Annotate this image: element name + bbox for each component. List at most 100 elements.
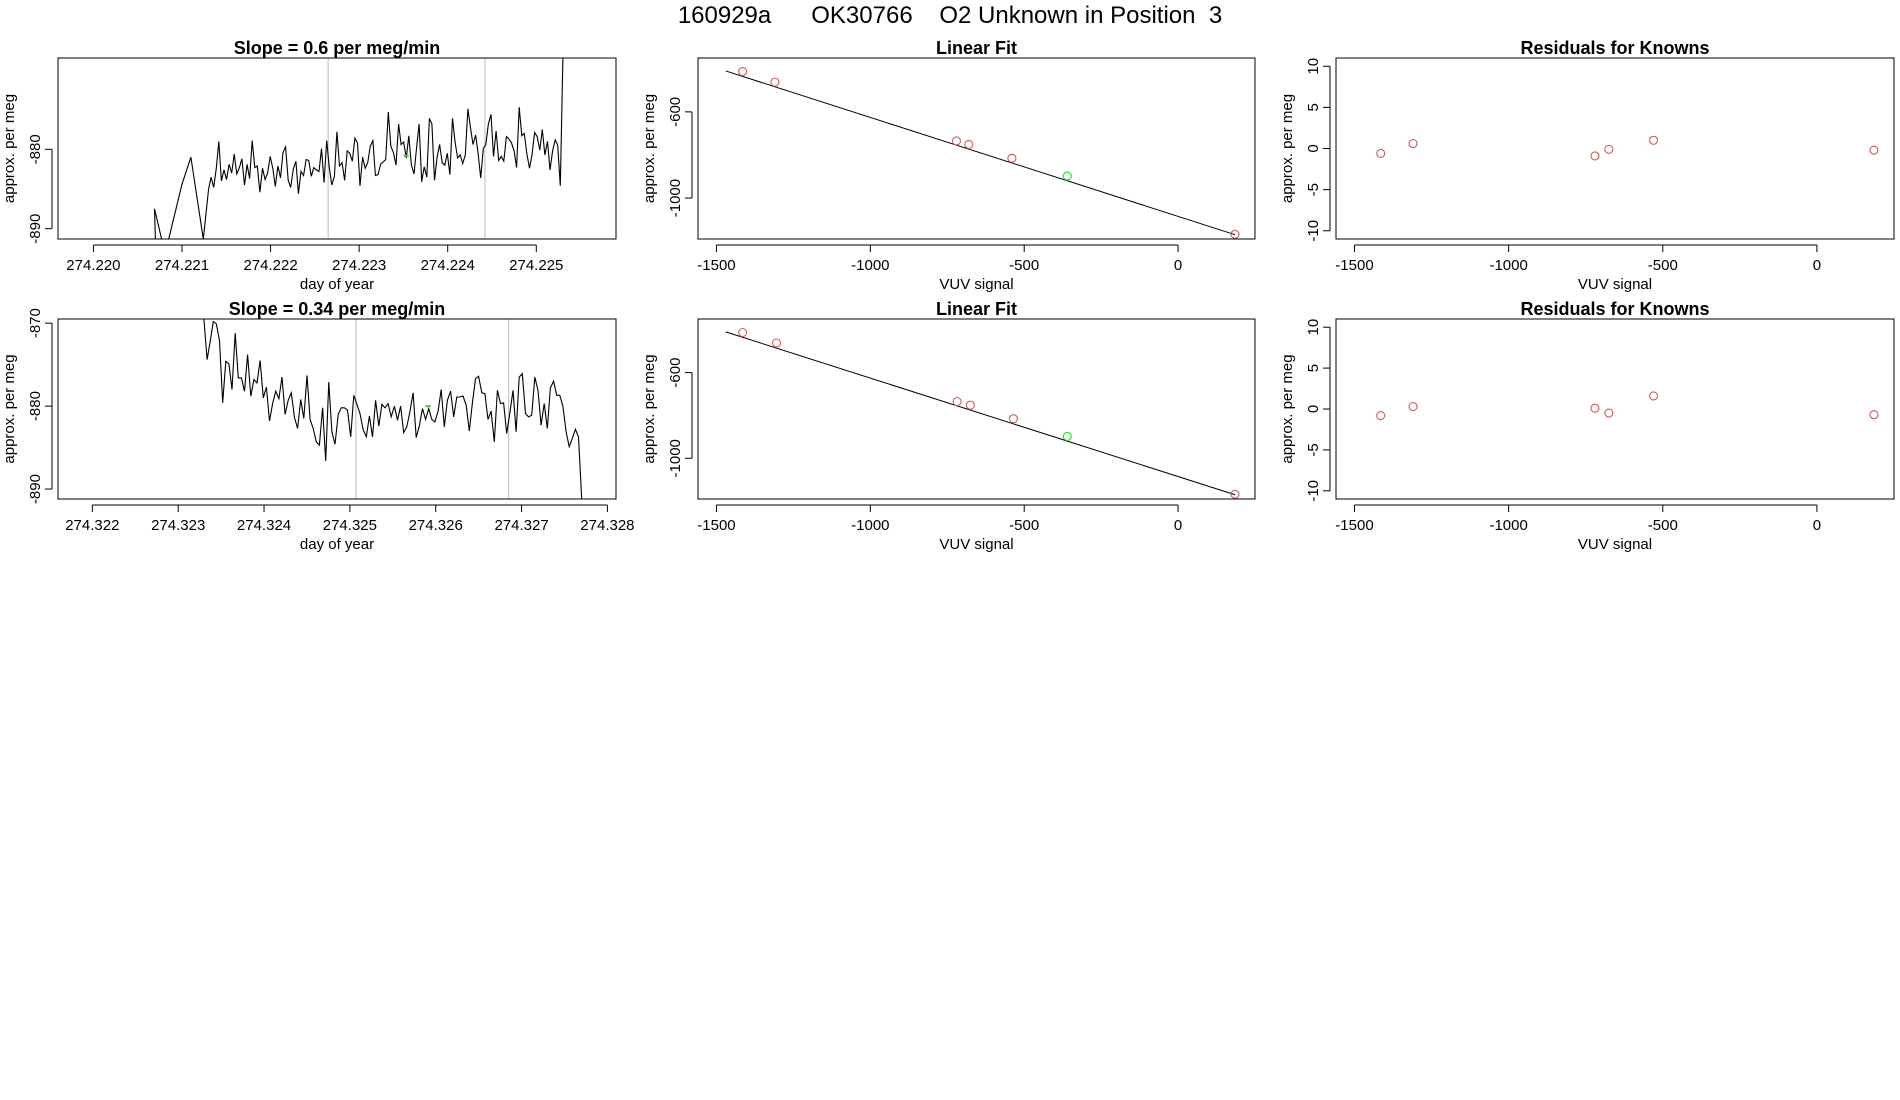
plot-area (1376, 135, 1879, 161)
x-tick-label: -500 (1009, 517, 1039, 534)
fit-line (725, 70, 1236, 236)
x-tick-label: 274.220 (66, 257, 120, 274)
y-tick-label: -880 (27, 391, 44, 421)
x-tick-label: -500 (1648, 517, 1678, 534)
x-tick-label: -1000 (851, 257, 889, 274)
x-tick-label: 0 (1174, 517, 1182, 534)
x-axis-label: VUV signal (939, 536, 1013, 553)
y-tick-label: -1000 (667, 179, 684, 217)
known-point (965, 400, 975, 410)
panel-title: Linear Fit (936, 38, 1017, 58)
y-tick-label: -880 (27, 134, 44, 164)
x-tick-label: 0 (1174, 257, 1182, 274)
known-point (1648, 135, 1659, 145)
panel-4: Slope = 0.34 per meg/min 274.322 274.323 27… (1, 299, 635, 553)
y-axis-label: approx. per meg (1, 354, 18, 463)
y-axis-label: approx. per meg (641, 94, 658, 203)
y-tick-label: -600 (667, 358, 684, 388)
y-tick-label: -5 (1305, 443, 1322, 456)
signal-trace (189, 319, 583, 499)
x-tick-label: 274.222 (243, 257, 297, 274)
x-tick-label: -1000 (851, 517, 889, 534)
x-tick-label: 274.327 (494, 517, 548, 534)
panel-2: Linear Fit -1500 -1000 -500 0 VUV signal -1000… (641, 38, 1256, 293)
plot-frame (1335, 318, 1895, 500)
known-point (1648, 391, 1659, 401)
x-tick-label: 274.221 (155, 257, 209, 274)
y-axis-label: approx. per meg (641, 354, 658, 463)
y-tick-label: -10 (1305, 220, 1322, 242)
panel-3: Residuals for Knowns -1500 -1000 -500 0 VUV s… (1279, 38, 1895, 293)
x-tick-label: -500 (1009, 257, 1039, 274)
panel-title: Linear Fit (936, 299, 1017, 319)
x-tick-label: -1500 (1335, 517, 1373, 534)
panel-title: Residuals for Knowns (1520, 299, 1709, 319)
x-axis-label: VUV signal (939, 276, 1013, 293)
known-point (964, 139, 974, 149)
y-axis-label: approx. per meg (1, 94, 18, 203)
panel-title: Slope = 0.6 per meg/min (234, 38, 441, 58)
unknown-point (1062, 171, 1072, 181)
x-tick-label: -500 (1648, 257, 1678, 274)
plot-frame (697, 318, 1256, 500)
y-tick-label: -890 (27, 214, 44, 244)
y-tick-label: -5 (1305, 183, 1322, 196)
x-tick-label: 274.225 (509, 257, 563, 274)
x-axis-label: day of year (300, 536, 374, 553)
y-tick-label: 10 (1305, 319, 1322, 336)
panel-6: Residuals for Knowns -1500 -1000 -500 0 VUV s… (1279, 299, 1895, 553)
y-tick-label: -10 (1305, 480, 1322, 502)
x-tick-label: -1000 (1489, 257, 1527, 274)
x-tick-label: 274.322 (65, 517, 119, 534)
plot-area (725, 327, 1240, 499)
y-tick-label: -1000 (667, 439, 684, 477)
figure-title: 160929a OK30766 O2 Unknown in Position 3 (677, 2, 1223, 29)
known-point (1604, 144, 1614, 154)
known-point (1590, 151, 1600, 161)
y-tick-label: -890 (27, 474, 44, 504)
x-tick-label: -1000 (1489, 517, 1527, 534)
known-point (1007, 153, 1017, 163)
known-point (1408, 139, 1418, 149)
unknown-point (1062, 431, 1072, 441)
plot-frame (57, 318, 617, 500)
known-point (952, 396, 962, 407)
y-axis-label: approx. per meg (1279, 354, 1296, 463)
known-point (738, 327, 748, 338)
x-tick-label: -1500 (1335, 257, 1373, 274)
x-tick-label: 274.325 (323, 517, 377, 534)
x-tick-label: 274.326 (409, 517, 463, 534)
known-point (1376, 410, 1386, 421)
known-point (770, 77, 780, 87)
x-tick-label: 274.323 (151, 517, 205, 534)
fit-line (725, 331, 1236, 496)
y-tick-label: 0 (1305, 405, 1322, 413)
known-point (951, 136, 962, 146)
x-tick-label: 274.224 (421, 257, 475, 274)
x-tick-label: 0 (1813, 517, 1821, 534)
known-point (1869, 145, 1879, 155)
x-axis-label: VUV signal (1578, 276, 1652, 293)
y-tick-label: -870 (27, 308, 44, 338)
x-tick-label: 0 (1813, 257, 1821, 274)
known-point (771, 338, 782, 348)
plot-frame (1335, 57, 1895, 240)
known-point (1869, 410, 1879, 420)
panel-5: Linear Fit -1500 -1000 -500 0 VUV signal -1000… (641, 299, 1256, 553)
y-tick-label: 5 (1305, 364, 1322, 372)
panel-title: Residuals for Knowns (1520, 38, 1709, 58)
known-point (1230, 229, 1240, 239)
y-tick-label: 0 (1305, 144, 1322, 152)
plot-area (725, 67, 1240, 239)
x-tick-label: -1500 (697, 257, 735, 274)
known-point (1376, 148, 1386, 158)
known-point (738, 67, 748, 77)
known-point (1008, 414, 1018, 424)
known-point (1590, 403, 1600, 413)
x-tick-label: -1500 (697, 517, 735, 534)
y-tick-label: -600 (667, 97, 684, 127)
plot-area (189, 319, 583, 499)
plot-area (58, 58, 564, 239)
known-point (1408, 401, 1418, 412)
